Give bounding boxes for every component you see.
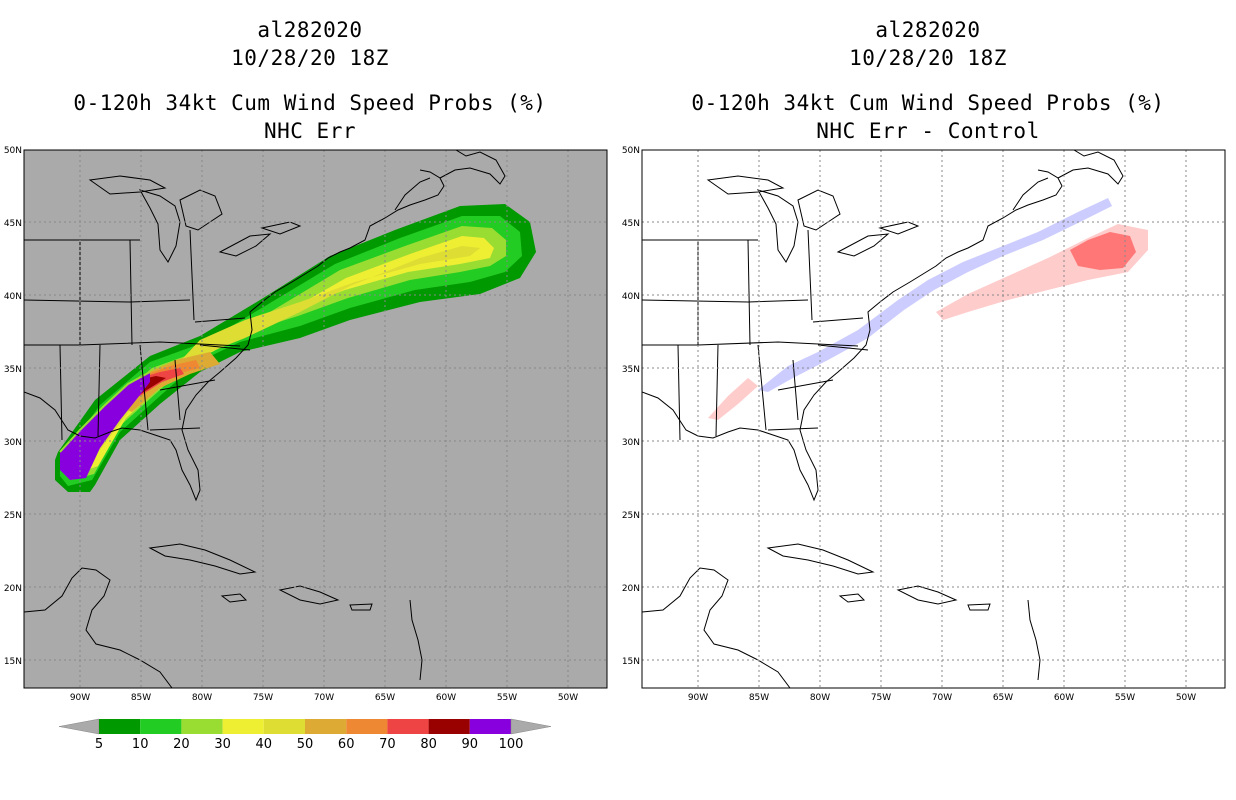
colorbar-swatch xyxy=(181,719,223,734)
left-colorbar: 5 10 20 30 40 50 60 70 80 90 100 xyxy=(58,718,552,752)
lat-tick-label: 35N xyxy=(4,365,22,375)
colorbar-swatch xyxy=(387,719,429,734)
colorbar-label: 90 xyxy=(462,737,479,752)
lon-tick-label: 80W xyxy=(192,693,212,703)
left-subtitle: NHC Err xyxy=(263,119,356,143)
lon-tick-label: 85W xyxy=(749,693,769,703)
lon-tick-label: 50W xyxy=(1176,693,1196,703)
colorbar-label: 60 xyxy=(338,737,355,752)
lon-tick-label: 80W xyxy=(810,693,830,703)
lat-tick-label: 30N xyxy=(622,438,640,448)
right-map-panel: 50N 45N 40N 35N 30N 25N 20N 15N 90W 85W 80W 75W 70W… xyxy=(622,146,1226,703)
lat-tick-label: 45N xyxy=(622,219,640,229)
lon-tick-label: 70W xyxy=(932,693,952,703)
left-storm-id: al282020 xyxy=(257,18,363,42)
lon-tick-label: 50W xyxy=(558,693,578,703)
left-map-frame xyxy=(23,149,608,689)
right-gridlines xyxy=(642,150,1225,688)
colorbar-swatch xyxy=(305,719,347,734)
colorbar-swatch xyxy=(469,719,511,734)
lat-tick-label: 40N xyxy=(622,292,640,302)
lon-tick-label: 70W xyxy=(314,693,334,703)
lat-tick-label: 35N xyxy=(622,365,640,375)
lon-tick-label: 85W xyxy=(131,693,151,703)
lon-tick-label: 90W xyxy=(70,693,90,703)
colorbar-swatch xyxy=(140,719,182,734)
left-gridlines xyxy=(24,150,607,688)
right-subtitle: NHC Err - Control xyxy=(816,119,1040,143)
colorbar-swatch xyxy=(222,719,264,734)
lon-tick-label: 60W xyxy=(436,693,456,703)
lon-tick-label: 60W xyxy=(1054,693,1074,703)
lon-tick-label: 55W xyxy=(1115,693,1135,703)
colorbar-swatch xyxy=(346,719,388,734)
lat-tick-label: 15N xyxy=(622,657,640,667)
colorbar-swatch xyxy=(99,719,141,734)
colorbar-label: 80 xyxy=(420,737,437,752)
lon-tick-label: 75W xyxy=(871,693,891,703)
lat-tick-label: 30N xyxy=(4,438,22,448)
left-product-title: 0-120h 34kt Cum Wind Speed Probs (%) xyxy=(73,91,547,115)
lat-tick-label: 50N xyxy=(622,146,640,156)
right-datetime: 10/28/20 18Z xyxy=(849,46,1007,70)
lat-tick-label: 40N xyxy=(4,292,22,302)
colorbar-swatch xyxy=(428,719,470,734)
right-product-title: 0-120h 34kt Cum Wind Speed Probs (%) xyxy=(691,91,1165,115)
colorbar-left-arrow xyxy=(58,718,100,735)
right-difference-field xyxy=(708,198,1148,420)
lat-tick-label: 45N xyxy=(4,219,22,229)
right-map-frame xyxy=(641,149,1226,689)
right-coastlines xyxy=(642,150,1124,688)
colorbar-swatch xyxy=(263,719,305,734)
lat-tick-label: 15N xyxy=(4,657,22,667)
colorbar-label: 50 xyxy=(297,737,314,752)
colorbar-label: 10 xyxy=(132,737,149,752)
lat-tick-label: 20N xyxy=(4,584,22,594)
colorbar-label: 40 xyxy=(256,737,273,752)
lon-tick-label: 65W xyxy=(993,693,1013,703)
lon-tick-label: 55W xyxy=(497,693,517,703)
left-map-panel: 50N 45N 40N 35N 30N 25N 20N 15N 90W 85W 80W 75W 70W… xyxy=(4,146,608,752)
colorbar-label: 100 xyxy=(499,737,524,752)
lon-tick-label: 90W xyxy=(688,693,708,703)
left-datetime: 10/28/20 18Z xyxy=(231,46,389,70)
colorbar-label: 20 xyxy=(173,737,190,752)
right-lat-labels: 50N 45N 40N 35N 30N 25N 20N 15N xyxy=(622,146,640,667)
colorbar-label: 5 xyxy=(95,737,103,752)
lon-tick-label: 75W xyxy=(253,693,273,703)
colorbar-right-arrow xyxy=(510,718,552,735)
lat-tick-label: 25N xyxy=(4,511,22,521)
left-probability-swath xyxy=(55,204,536,492)
left-lon-labels: 90W 85W 80W 75W 70W 65W 60W 55W 50W xyxy=(70,693,578,703)
lat-tick-label: 25N xyxy=(622,511,640,521)
left-lat-labels: 50N 45N 40N 35N 30N 25N 20N 15N xyxy=(4,146,22,667)
right-lon-labels: 90W 85W 80W 75W 70W 65W 60W 55W 50W xyxy=(688,693,1196,703)
lon-tick-label: 65W xyxy=(375,693,395,703)
right-storm-id: al282020 xyxy=(875,18,981,42)
lat-tick-label: 20N xyxy=(622,584,640,594)
colorbar-label: 70 xyxy=(379,737,396,752)
colorbar-label: 30 xyxy=(214,737,231,752)
lat-tick-label: 50N xyxy=(4,146,22,156)
